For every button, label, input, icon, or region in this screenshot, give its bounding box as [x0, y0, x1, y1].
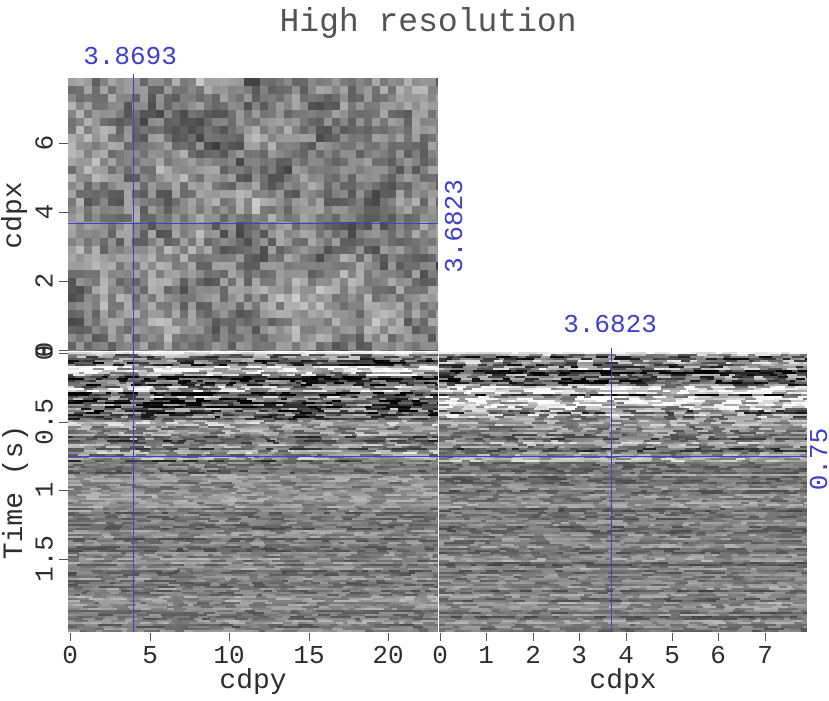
axis-tick: [59, 559, 68, 560]
axis-tick: [309, 633, 310, 641]
axis-tick: [626, 633, 627, 641]
axis-tick: [388, 633, 389, 641]
axis-tick-label: 7: [757, 641, 773, 671]
axis-tick: [59, 212, 68, 213]
axis-tick-label: 5: [142, 641, 158, 671]
axis-tick: [59, 143, 68, 144]
axis-label-cdpx-horizontal: cdpx: [589, 666, 657, 697]
axis-tick: [150, 633, 151, 641]
crosshair-hline-time[interactable]: [68, 456, 807, 457]
axis-tick: [486, 633, 487, 641]
axis-tick: [579, 633, 580, 641]
axis-tick-label: 2: [525, 641, 541, 671]
axis-tick: [70, 633, 71, 641]
axis-tick: [59, 350, 68, 351]
crosshair-label-time: 0.75: [805, 427, 829, 491]
axis-tick: [59, 281, 68, 282]
axis-tick: [672, 633, 673, 641]
axis-tick-label: 4: [618, 641, 634, 671]
axis-label-cdpx-vertical: cdpx: [0, 181, 30, 249]
axis-tick-label: 5: [664, 641, 680, 671]
axis-tick-label: 6: [30, 134, 61, 151]
axis-label-time: Time (s): [0, 424, 31, 560]
axis-tick: [59, 353, 68, 354]
axis-tick: [718, 633, 719, 641]
axis-tick-label: 6: [710, 641, 726, 671]
crosshair-hline-cdpx-map[interactable]: [68, 223, 438, 224]
axis-tick: [533, 633, 534, 641]
axis-tick-label: 0: [432, 641, 448, 671]
cdpx-section-panel[interactable]: [439, 352, 807, 632]
axis-tick-label: 1: [478, 641, 494, 671]
axis-tick-label: 4: [30, 203, 61, 220]
crosshair-vline-cdpy[interactable]: [133, 74, 134, 632]
cdpy-section-panel[interactable]: [68, 352, 438, 632]
figure-title: High resolution: [279, 4, 577, 41]
crosshair-label-cdpx-map: 3.6823: [440, 179, 470, 273]
crosshair-label-cdpy: 3.8693: [83, 42, 177, 72]
axis-tick: [229, 633, 230, 641]
axis-tick-label: 1.5: [30, 535, 61, 582]
axis-tick-label: 0: [62, 641, 78, 671]
crosshair-vline-cdpx-section[interactable]: [611, 348, 612, 632]
axis-tick-label: 10: [213, 641, 245, 671]
axis-tick-label: 20: [372, 641, 404, 671]
axis-tick: [59, 490, 68, 491]
axis-tick-label: 1: [30, 481, 61, 498]
axis-tick-label: 3: [571, 641, 587, 671]
axis-label-cdpy: cdpy: [219, 666, 287, 697]
crosshair-label-cdpx-section: 3.6823: [563, 310, 657, 340]
axis-tick-label: 15: [293, 641, 325, 671]
time-slice-panel[interactable]: [68, 78, 438, 351]
axis-tick: [59, 422, 68, 423]
axis-tick: [765, 633, 766, 641]
axis-tick-label: 2: [30, 272, 61, 289]
axis-tick: [440, 633, 441, 641]
axis-tick-label: 0: [30, 344, 61, 361]
